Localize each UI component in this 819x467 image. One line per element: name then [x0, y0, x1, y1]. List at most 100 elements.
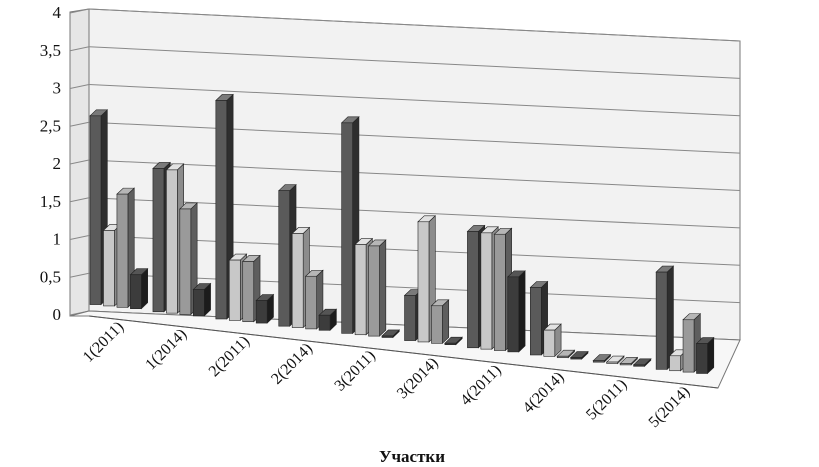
bar-front-face	[381, 335, 394, 338]
x-tick-label: 2(2011)	[206, 333, 253, 380]
bar-front-face	[341, 122, 353, 334]
bar-front-face	[291, 233, 304, 328]
gridline-side	[69, 197, 90, 203]
bar-front-face	[228, 259, 241, 321]
bar-front-face	[116, 193, 129, 308]
bar-3(2011)-series-4	[381, 329, 401, 339]
chart-floor	[69, 310, 741, 389]
bar-front-face	[166, 169, 178, 314]
bar-front-face	[669, 355, 681, 372]
gridline	[88, 46, 741, 79]
bar-front-face	[278, 190, 291, 327]
floor-panel	[69, 310, 741, 389]
y-axis-tick-labels: 0 0,5 1 1,5 2 2,5 3 3,5 4	[40, 3, 62, 324]
bar-front-face	[494, 233, 506, 351]
gridline	[88, 8, 741, 42]
bar-front-face	[619, 363, 632, 366]
bar-front-face	[368, 245, 380, 337]
gridline-side	[69, 159, 90, 165]
x-tick-label: 3(2011)	[331, 347, 378, 394]
bar-5(2011)-series-3	[619, 356, 639, 366]
bar-4(2011)-series-4	[507, 270, 526, 353]
bar-front-face	[682, 319, 695, 373]
bar-front-face	[318, 314, 331, 331]
gridline	[88, 121, 741, 154]
bar-front-face	[255, 300, 268, 324]
bar-side-face	[518, 270, 526, 353]
x-axis-title: Участки	[379, 447, 445, 466]
y-tick-label: 2	[53, 154, 62, 173]
gridline	[88, 272, 741, 304]
bar-front-face	[480, 232, 493, 350]
y-tick-label: 1,5	[40, 192, 61, 211]
gridline-side	[69, 235, 90, 240]
bar-front-face	[444, 342, 457, 345]
y-tick-label: 0	[53, 305, 62, 324]
x-tick-label: 5(2011)	[583, 376, 630, 423]
bar-1(2014)-series-4	[192, 282, 212, 317]
bar-front-face	[404, 295, 416, 341]
bar-3(2014)-series-3	[430, 299, 450, 345]
x-tick-label: 5(2014)	[646, 383, 694, 431]
bar-5(2011)-series-4	[632, 358, 652, 367]
bar-2(2014)-series-4	[318, 308, 338, 331]
gridline-side	[69, 8, 90, 14]
bar-front-face	[467, 231, 479, 349]
gridline	[88, 235, 741, 266]
x-tick-label: 1(2014)	[142, 326, 190, 374]
gridline-side	[69, 84, 90, 89]
x-axis-line	[88, 315, 719, 389]
gridline	[88, 84, 741, 117]
bar-5(2014)-series-4	[695, 336, 715, 375]
y-tick-label: 1	[53, 230, 62, 249]
bar-front-face	[192, 289, 205, 317]
bar-4(2014)-series-3	[556, 349, 576, 359]
bar-front-face	[89, 115, 102, 305]
bar-5(2011)-series-1	[592, 353, 612, 363]
bar-1(2014)-series-3	[179, 202, 198, 316]
bar-front-face	[215, 100, 228, 320]
bar-front-face	[633, 364, 645, 367]
bar-5(2014)-series-1	[655, 265, 675, 371]
bar-5(2011)-series-2	[605, 355, 625, 365]
bar-front-face	[305, 275, 317, 330]
bar-4(2014)-series-2	[543, 323, 562, 358]
y-tick-label: 4	[53, 3, 62, 22]
x-tick-label: 2(2014)	[268, 340, 316, 388]
bar-front-face	[152, 168, 165, 313]
bar-3(2014)-series-4	[444, 336, 463, 346]
bar-front-face	[130, 274, 142, 309]
bar-4(2014)-series-4	[569, 350, 589, 360]
bar-front-face	[103, 230, 115, 307]
gridline-side	[69, 46, 90, 52]
bar-side-face	[141, 268, 148, 310]
bar-front-face	[655, 271, 668, 370]
x-tick-label: 4(2014)	[520, 369, 568, 417]
gridline	[88, 159, 741, 191]
bar-front-face	[570, 357, 582, 360]
bar-3(2011)-series-3	[367, 239, 387, 337]
x-tick-label: 1(2011)	[80, 318, 127, 365]
bar-front-face	[354, 244, 367, 336]
gridline-side	[69, 272, 90, 278]
bar-side-face	[442, 299, 450, 345]
x-tick-label: 4(2011)	[457, 362, 504, 409]
bar-front-face	[242, 261, 255, 323]
bar-front-face	[606, 361, 618, 364]
bar-front-face	[431, 305, 443, 344]
bar-front-face	[543, 329, 556, 357]
bar-front-face	[696, 343, 708, 374]
bar-side-face	[379, 239, 387, 337]
bar-front-face	[417, 221, 430, 343]
bar-front-face	[507, 276, 520, 353]
y-tick-label: 0,5	[40, 267, 61, 286]
bar-1(2011)-series-4	[129, 268, 149, 310]
y-tick-label: 2,5	[40, 116, 61, 135]
bars	[89, 93, 715, 375]
bar-front-face	[592, 360, 605, 363]
bar-front-face	[556, 355, 569, 359]
x-tick-label: 3(2014)	[394, 354, 442, 402]
y-tick-label: 3,5	[40, 41, 61, 60]
bar-front-face	[179, 208, 192, 315]
